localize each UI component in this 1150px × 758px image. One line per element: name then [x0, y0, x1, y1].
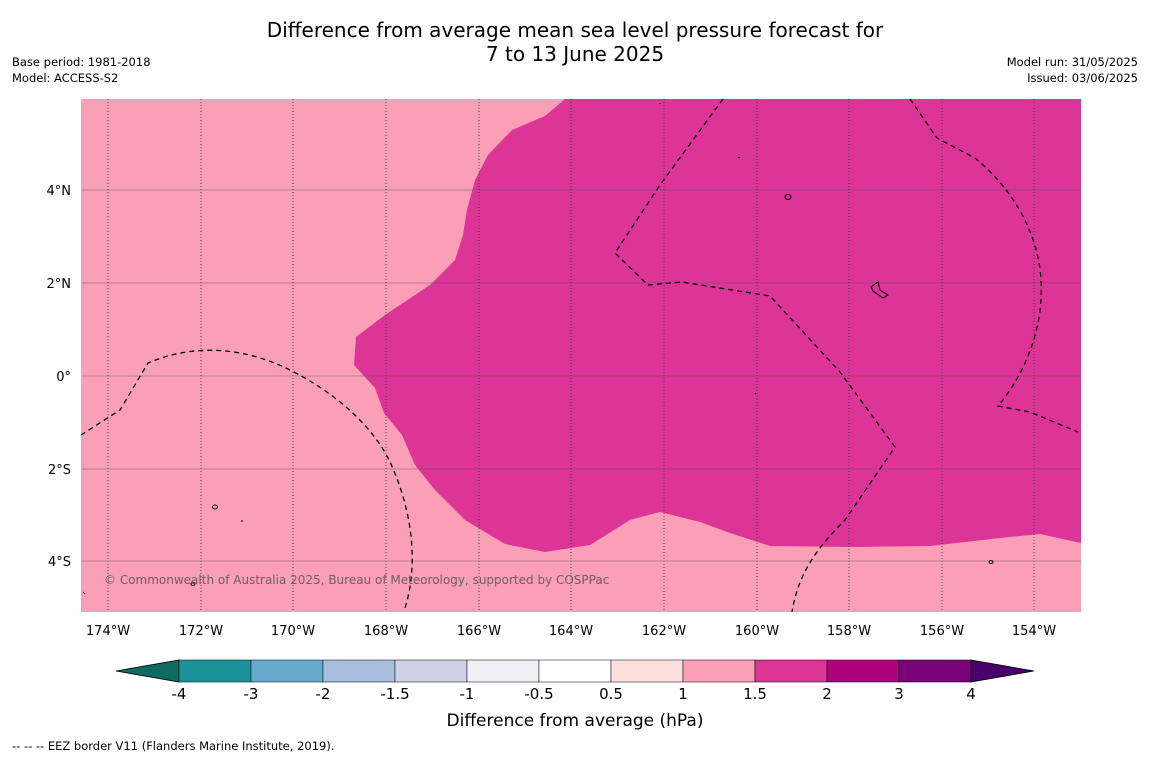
- field-magenta-region: [354, 99, 1081, 552]
- base-period: Base period: 1981-2018: [12, 55, 151, 69]
- colorbar-extend-low: [115, 659, 180, 683]
- meta-right: Model run: 31/05/2025 Issued: 03/06/2025: [1007, 54, 1138, 86]
- lat-tick-4s: 4°S: [48, 555, 71, 570]
- colorbar-cell: [250, 659, 324, 683]
- lat-tick-4n: 4°N: [47, 184, 72, 199]
- islands: [82, 103, 994, 595]
- colorbar-cell: [178, 659, 252, 683]
- colorbar-tick-label: -1.5: [380, 685, 409, 703]
- colorbar-tick-label: -4: [172, 685, 187, 703]
- lon-tick-160w: 160°W: [735, 624, 779, 639]
- colorbar-label: Difference from average (hPa): [447, 711, 704, 731]
- colorbar-tick-label: -1: [460, 685, 475, 703]
- lon-tick-labels: 174°W 172°W 170°W 168°W 166°W 164°W 162°…: [86, 624, 1056, 639]
- lon-tick-170w: 170°W: [271, 624, 315, 639]
- colorbar-tick-label: 2: [822, 685, 832, 703]
- lon-tick-158w: 158°W: [827, 624, 871, 639]
- lon-tick-166w: 166°W: [457, 624, 501, 639]
- lat-gridlines: [81, 189, 1081, 562]
- copyright-notice: © Commonwealth of Australia 2025, Bureau…: [104, 573, 609, 587]
- lat-tick-2s: 2°S: [48, 463, 71, 478]
- lat-tick-0: 0°: [56, 370, 71, 385]
- colorbar-tick-label: 4: [966, 685, 976, 703]
- colorbar-cell: [466, 659, 540, 683]
- colorbar-tick-label: -3: [244, 685, 259, 703]
- colorbar-cell: [322, 659, 396, 683]
- lon-tick-156w: 156°W: [920, 624, 964, 639]
- model-name: Model: ACCESS-S2: [12, 71, 119, 85]
- colorbar-tick-label: 1: [678, 685, 688, 703]
- lon-tick-168w: 168°W: [364, 624, 408, 639]
- colorbar-tick-label: -0.5: [524, 685, 553, 703]
- title-line-1: Difference from average mean sea level p…: [266, 18, 884, 42]
- lat-tick-labels: 4°N 2°N 0° 2°S 4°S: [47, 184, 72, 570]
- colorbar-tick-label: 0.5: [599, 685, 623, 703]
- colorbar-tick-label: 1.5: [743, 685, 767, 703]
- lon-tick-162w: 162°W: [642, 624, 686, 639]
- lat-tick-2n: 2°N: [47, 277, 72, 292]
- lon-tick-172w: 172°W: [179, 624, 223, 639]
- colorbar-cell: [538, 659, 612, 683]
- colorbar: -4 -3 -2 -1.5 -1 -0.5 0.5 1 1.5 2 3 4: [115, 659, 1035, 703]
- colorbar-cell: [610, 659, 684, 683]
- colorbar-cell: [898, 659, 972, 683]
- title-line-2: 7 to 13 June 2025: [485, 42, 665, 66]
- model-run: Model run: 31/05/2025: [1006, 55, 1138, 69]
- lon-tick-164w: 164°W: [549, 624, 593, 639]
- colorbar-tick-label: -2: [316, 685, 331, 703]
- colorbar-cell: [754, 659, 828, 683]
- lon-tick-174w: 174°W: [86, 624, 130, 639]
- colorbar-cell: [682, 659, 756, 683]
- issued-date: Issued: 03/06/2025: [1027, 71, 1138, 85]
- chart-title: Difference from average mean sea level p…: [0, 18, 1150, 66]
- meta-left: Base period: 1981-2018 Model: ACCESS-S2: [12, 54, 151, 86]
- lon-tick-154w: 154°W: [1012, 624, 1056, 639]
- colorbar-cell: [826, 659, 900, 683]
- colorbar-cell: [394, 659, 468, 683]
- eez-borders: [81, 99, 1079, 612]
- colorbar-tick-label: 3: [894, 685, 904, 703]
- colorbar-extend-high: [970, 659, 1035, 683]
- eez-legend-note: -- -- -- EEZ border V11 (Flanders Marine…: [12, 739, 335, 753]
